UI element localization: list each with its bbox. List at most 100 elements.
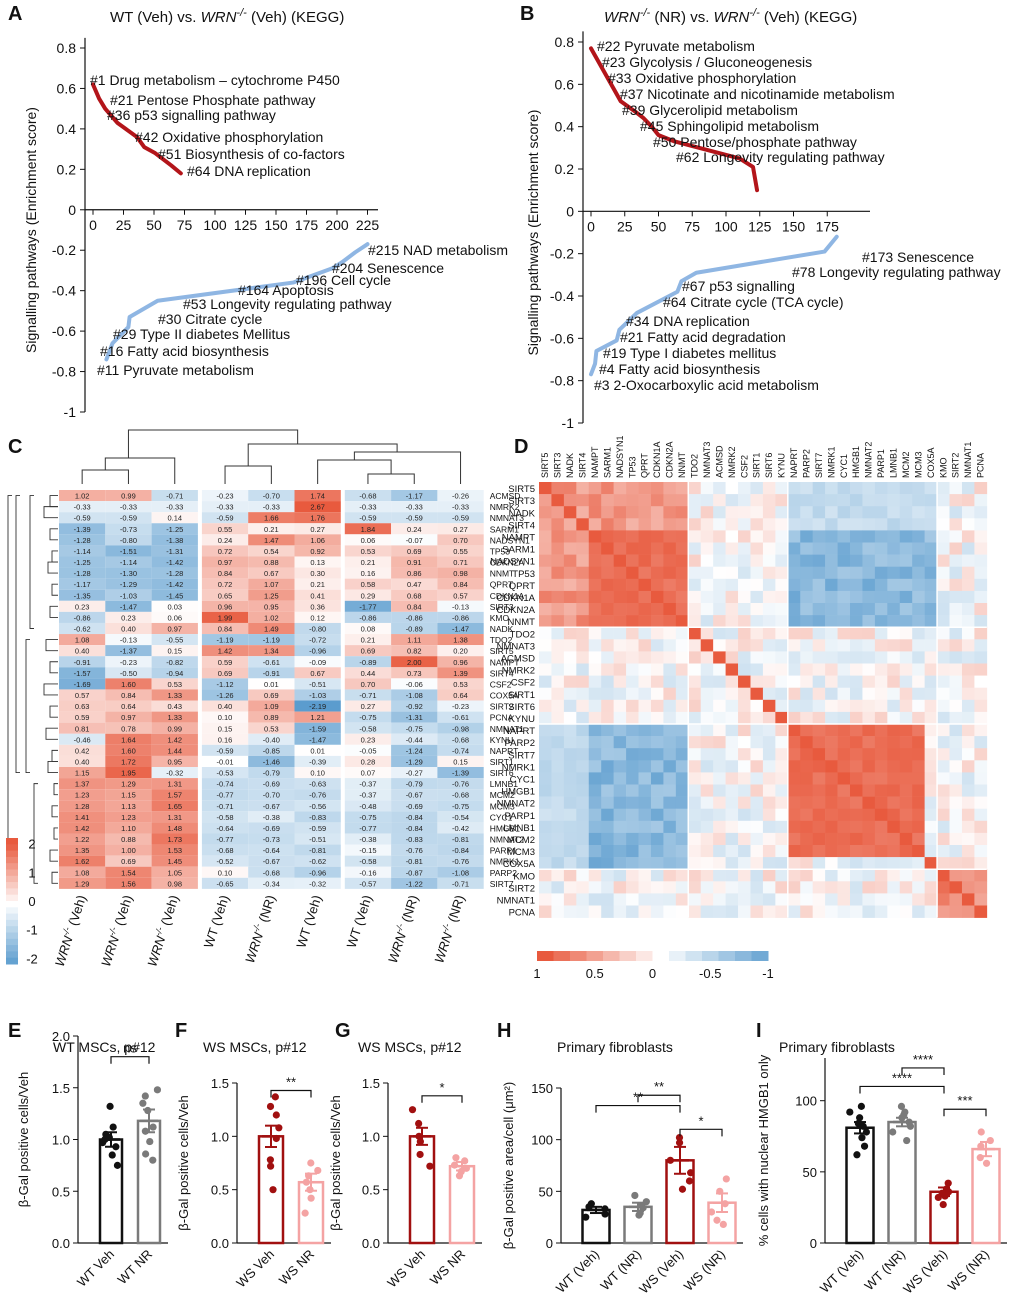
pathway-label: #36 p53 signalling pathway [107,107,276,123]
corr-cell [874,566,888,580]
column-gene-label: PARP2 [801,449,811,478]
heatmap-cell [391,656,438,668]
cell-value: -0.85 [263,746,280,755]
corr-cell [800,494,813,507]
cell-value: 1.74 [310,492,325,501]
corr-cell [912,639,925,652]
corr-cell [887,506,901,519]
row-gene-label: QPRT [509,581,535,592]
corr-cell [563,651,577,664]
y-tick-label: 0.6 [57,80,77,96]
data-point [722,1175,730,1183]
corr-cell [961,748,975,761]
cell-value: -1.03 [120,591,137,600]
heatmap-cell [201,877,249,889]
cell-value: 0.71 [453,558,468,567]
corr-cell [887,905,901,918]
corr-cell [713,542,726,555]
column-label: WRN-/- (NR) [241,893,278,965]
heatmap-cell [344,733,392,745]
heatmap-cell [151,855,198,867]
cell-value: 0.95 [264,602,279,611]
scale-tick-label: -0.5 [699,966,721,981]
heatmap-cell [201,534,249,546]
corr-cell [961,796,975,809]
cell-value: -0.01 [216,758,233,767]
heatmap-cell [344,667,392,679]
heatmap-cell [391,645,438,657]
column-gene-label: NMNAT3 [702,442,712,478]
cell-value: -0.54 [452,813,469,822]
cell-value: 0.53 [264,724,279,733]
data-point [685,1177,694,1185]
corr-cell [588,518,602,531]
corr-cell [675,772,689,785]
corr-cell [613,820,627,834]
corr-cell [825,760,838,773]
color-scale-step [6,913,18,921]
corr-cell [850,869,863,882]
corr-cell [626,760,639,773]
corr-cell [812,518,826,531]
corr-cell [762,663,776,676]
pathway-label: #78 Longevity regulating pathway [792,264,1001,280]
corr-cell [961,772,975,785]
corr-cell [850,736,863,749]
corr-cell [762,699,776,713]
label-part: (NR) [444,893,468,927]
row-gene-label: SIRT6 [508,702,535,713]
corr-cell [862,578,876,592]
corr-cell [551,699,565,713]
corr-cell [961,711,975,725]
corr-cell [787,482,801,495]
corr-cell [899,566,913,580]
corr-cell [775,615,789,628]
heatmap-cell [201,800,249,812]
corr-cell [949,881,963,894]
corr-cell [899,590,913,604]
corr-cell [961,663,975,676]
data-point [857,1102,865,1110]
corr-cell [800,857,813,870]
heatmap-cell [248,822,295,834]
corr-cell [588,881,602,894]
heatmap-cell [59,523,106,535]
corr-cell [874,711,888,725]
corr-cell [775,494,789,507]
corr-cell [775,845,789,858]
data-point [272,1134,280,1143]
heatmap-cell [59,722,106,734]
heatmap-cell [437,844,484,856]
cell-value: -0.77 [359,824,376,833]
corr-cell [551,663,565,676]
heatmap-cell [59,634,106,646]
heatmap-cell [437,755,484,767]
corr-cell [899,530,913,543]
cell-value: -0.57 [359,879,376,888]
corr-cell [638,881,652,894]
corr-cell [837,760,851,773]
cell-value: -0.59 [120,514,137,523]
heatmap-cell [437,767,484,779]
cell-value: -0.68 [216,846,233,855]
pathway-label: #37 Nicotinate and nicotinamide metaboli… [620,86,895,102]
corr-cell [675,724,689,737]
corr-cell [949,832,963,846]
heatmap-cell [59,578,106,590]
corr-cell [937,869,950,882]
significance-label: **** [913,1052,933,1067]
corr-cell [539,603,552,616]
corr-cell [688,603,702,616]
cell-value: 1.29 [75,879,90,888]
cell-value: 0.97 [167,625,182,634]
panel-D: DSIRT5SIRT5SIRT3SIRT3NADKNADKSIRT4SIRT4N… [490,435,988,981]
cell-value: 0.96 [218,602,233,611]
column-label: WRN-/- (Veh) [51,893,89,969]
corr-cell [675,711,689,725]
corr-cell [551,603,565,616]
data-point [862,1128,871,1136]
positive-enrichment-curve [91,82,183,176]
corr-cell [862,494,876,507]
heatmap-cell [344,844,392,856]
corr-cell [762,748,776,761]
